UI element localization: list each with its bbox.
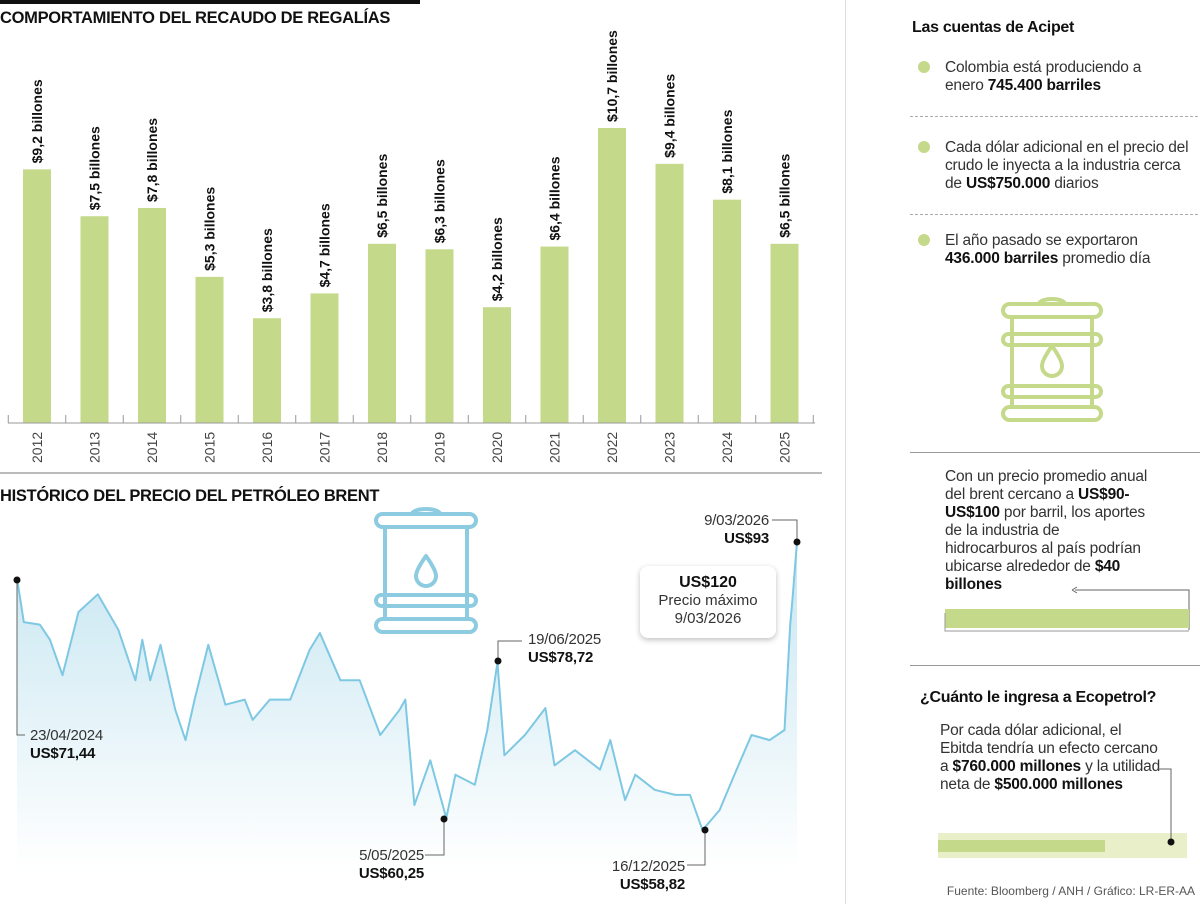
bar-data-label: $9,4 billones: [662, 74, 678, 158]
leader-start: [16, 580, 25, 736]
bar-2013: [80, 216, 109, 423]
brent-note: Con un precio promedio anual del brent c…: [945, 468, 1148, 593]
point-min-dec: [701, 826, 709, 834]
bar-data-label: $4,7 billones: [317, 203, 333, 287]
x-tick-label: 2023: [662, 432, 678, 463]
x-tick-label: 2017: [317, 432, 333, 463]
point-start: [13, 576, 21, 584]
bar-data-label: $7,8 billones: [144, 118, 160, 202]
oil-barrel-green-icon: [1001, 297, 1103, 422]
bar-2023: [655, 163, 684, 423]
bar-2016: [253, 318, 281, 423]
x-tick-label: 2015: [202, 432, 218, 463]
bar-data-label: $5,3 billones: [202, 187, 218, 271]
bar-data-label: $3,8 billones: [259, 228, 275, 312]
ecopetrol-leader: [1158, 768, 1172, 842]
bar-2024: [713, 199, 741, 423]
bar-chart-title: COMPORTAMIENTO DEL RECAUDO DE REGALÍAS: [0, 9, 391, 27]
contribution-bar-frame: [944, 613, 1189, 632]
ecopetrol-dot: [1167, 838, 1175, 846]
annotation-end: 9/03/2026 US$93: [704, 512, 769, 547]
brent-price-line: [16, 541, 798, 832]
x-tick-label: 2021: [547, 432, 563, 463]
bullet-3: El año pasado se exportaron 436.000 barr…: [945, 232, 1151, 267]
brent-note-graphic: [944, 586, 1190, 632]
bar-2018: [368, 243, 396, 423]
section-divider: [910, 665, 1200, 666]
max-price-box: US$120 Precio máximo 9/03/2026: [640, 566, 776, 638]
bar-data-label: $10,7 billones: [604, 30, 620, 122]
top-rule: [0, 0, 420, 4]
point-peak-june: [494, 657, 502, 665]
bar-2014: [138, 207, 166, 423]
x-tick-label: 2012: [29, 432, 45, 463]
x-tick-label: 2016: [259, 432, 275, 463]
annotation-min-may: 5/05/2025 US$60,25: [358, 847, 424, 882]
bar-data-label: $6,5 billones: [777, 154, 793, 238]
bar-2017: [310, 293, 339, 423]
bar-data-label: $9,2 billones: [29, 79, 45, 163]
leader-peak-june: [497, 640, 522, 661]
leader-min-may: [425, 819, 445, 856]
dashed-divider: [910, 116, 1198, 117]
bar-2015: [195, 276, 224, 423]
bar-2022: [598, 128, 626, 423]
brent-area-fill: [17, 542, 797, 870]
bar-series: $9,2 billones $7,5 billones $7,8 billones $…: [23, 30, 799, 423]
ecopetrol-title: ¿Cuánto le ingresa a Ecopetrol?: [920, 689, 1157, 706]
bar-2020: [483, 307, 511, 423]
arrow-head-icon: [1071, 586, 1078, 594]
bar-2021: [540, 246, 569, 423]
bullet-dot-icon: [918, 61, 930, 73]
x-tick-label: 2018: [374, 432, 390, 463]
leader-end: [772, 519, 798, 542]
ecopetrol-graphic: [938, 768, 1187, 858]
source-note: Fuente: Bloomberg / ANH / Gráfico: LR-ER…: [946, 884, 1195, 898]
bar-2019: [425, 249, 454, 423]
annotation-min-dec: 16/12/2025 US$58,82: [611, 858, 685, 893]
bullet-1: Colombia está produciendo a enero 745.40…: [945, 59, 1142, 94]
bar-data-label: $6,3 billones: [432, 159, 448, 243]
annotation-start: 23/04/2024 US$71,44: [30, 727, 104, 762]
dashed-divider: [910, 214, 1198, 215]
annotation-peak-june: 19/06/2025 US$78,72: [528, 631, 602, 666]
line-chart-title: HISTÓRICO DEL PRECIO DEL PETRÓLEO BRENT: [0, 487, 380, 505]
bar-data-label: $4,2 billones: [489, 217, 505, 301]
bullet-dot-icon: [918, 141, 930, 153]
x-tick-label: 2020: [489, 432, 505, 463]
section-divider: [910, 452, 1200, 453]
charts-canvas: $9,2 billones $7,5 billones $7,8 billones $…: [7, 30, 815, 870]
bar-data-label: $8,1 billones: [719, 109, 735, 193]
bullet-2: Cada dólar adicional en el precio del cr…: [945, 139, 1189, 192]
section-divider: [0, 472, 822, 474]
point-end: [793, 538, 801, 546]
ecopetrol-note: Por cada dólar adicional, el Ebitda tend…: [940, 722, 1161, 793]
bar-data-label: $7,5 billones: [87, 126, 103, 210]
bar-data-label: $6,4 billones: [547, 156, 563, 240]
oil-barrel-icon: [374, 507, 478, 634]
sidebar-title: Las cuentas de Acipet: [912, 19, 1075, 36]
contribution-bar: [945, 609, 1189, 628]
ecopetrol-bar: [938, 840, 1105, 852]
bar-data-label: $6,5 billones: [374, 154, 390, 238]
x-tick-label: 2019: [432, 432, 448, 463]
bullet-dot-icon: [918, 234, 930, 246]
x-tick-label: 2022: [604, 432, 620, 463]
bar-2012: [23, 169, 51, 423]
bar-axis-ticks: 2012 2013 2014 2015 2016 2017 2018 2019 2020 2021…: [7, 415, 814, 463]
x-tick-label: 2025: [777, 432, 793, 463]
x-tick-label: 2014: [144, 432, 160, 463]
leader-min-dec: [687, 830, 706, 866]
bar-2025: [770, 243, 799, 423]
point-min-may: [440, 815, 448, 823]
x-tick-label: 2024: [719, 432, 735, 463]
x-tick-label: 2013: [87, 432, 103, 463]
column-divider: [845, 0, 846, 904]
